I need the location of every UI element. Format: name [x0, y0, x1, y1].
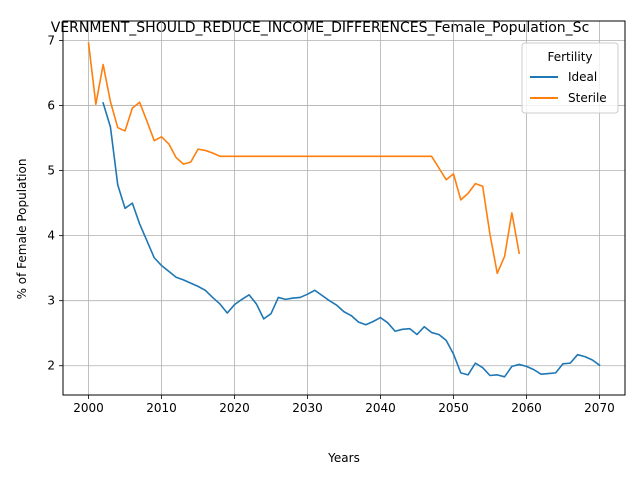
- legend-box: [521, 42, 619, 114]
- legend-label-sterile: Sterile: [568, 91, 607, 105]
- x-tick-label: 2040: [365, 401, 396, 415]
- chart-title: VERNMENT_SHOULD_REDUCE_INCOME_DIFFERENCE…: [51, 20, 590, 36]
- legend-label-ideal: Ideal: [568, 70, 597, 84]
- plot-frame: [62, 20, 626, 396]
- y-tick-label: 5: [47, 164, 55, 178]
- y-tick-label: 7: [47, 34, 55, 48]
- x-tick-label: 2050: [438, 401, 469, 415]
- series-line-sterile: [87, 42, 521, 275]
- x-tick-label: 2010: [146, 401, 177, 415]
- x-tick-label: 2000: [73, 401, 104, 415]
- legend: Fertility Ideal Sterile: [521, 42, 619, 114]
- series-lines: [87, 42, 601, 378]
- y-tick-label: 2: [47, 359, 55, 373]
- x-tick-label: 2070: [584, 401, 615, 415]
- x-tick-label: 2060: [511, 401, 542, 415]
- legend-title: Fertility: [547, 50, 592, 64]
- y-tick-label: 4: [47, 229, 55, 243]
- x-tick-label: 2020: [219, 401, 250, 415]
- y-axis-label: % of Female Population: [15, 159, 29, 300]
- series-line-ideal: [102, 101, 601, 378]
- y-tick-label: 3: [47, 294, 55, 308]
- y-tick-label: 6: [47, 99, 55, 113]
- x-axis-label: Years: [327, 451, 360, 465]
- axis-ticks: 2000 2010 2020 2030 2040 2050 2060 2070 2 3 4 5 6 7: [47, 34, 614, 415]
- x-tick-label: 2030: [292, 401, 323, 415]
